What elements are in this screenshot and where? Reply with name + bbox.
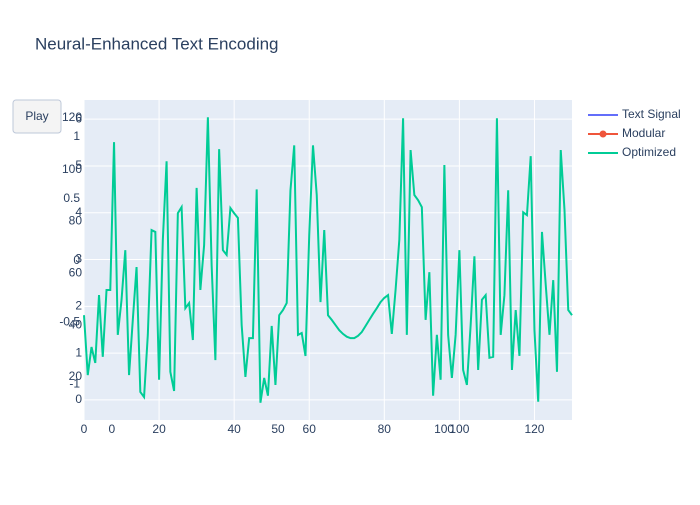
legend-item: Text Signal xyxy=(588,107,681,121)
y3-tick-label: -0.5 xyxy=(59,315,80,329)
y3-tick-label: 0 xyxy=(73,253,80,267)
y2-tick-label: 20 xyxy=(69,369,83,383)
legend-label: Modular xyxy=(622,126,665,140)
x-tick-label: 120 xyxy=(524,422,544,436)
y-tick-label: 5 xyxy=(75,158,82,172)
x-tick-label: 60 xyxy=(303,422,317,436)
legend-label: Text Signal xyxy=(622,107,681,121)
x2-tick-label: 100 xyxy=(434,422,454,436)
legend-marker xyxy=(599,130,607,138)
play-button[interactable]: Play xyxy=(12,99,62,134)
x-tick-label: 100 xyxy=(449,422,469,436)
x-tick-label: 20 xyxy=(152,422,166,436)
y-tick-label: 2 xyxy=(75,298,82,312)
y3-tick-label: 1 xyxy=(73,129,80,143)
y2-tick-label: 100 xyxy=(62,162,82,176)
legend-label: Optimized xyxy=(622,145,676,159)
y3-tick-label: -1 xyxy=(69,376,80,390)
y-tick-label: 4 xyxy=(75,205,82,219)
x-tick-label: 40 xyxy=(227,422,241,436)
series-line xyxy=(83,117,573,403)
y2-tick-label: 80 xyxy=(69,214,83,228)
play-button-box[interactable] xyxy=(12,99,62,134)
y3-tick-label: 0.5 xyxy=(63,191,80,205)
chart-title: Neural-Enhanced Text Encoding xyxy=(35,34,279,53)
legend-item: Optimized xyxy=(588,145,676,159)
y-tick-label: 1 xyxy=(75,345,82,359)
x2-tick-label: 0 xyxy=(109,422,116,436)
legend-item: Modular xyxy=(588,126,665,140)
y-tick-label: 6 xyxy=(75,111,82,125)
x-tick-label: 0 xyxy=(81,422,88,436)
y2-tick-label: 60 xyxy=(69,266,83,280)
y-tick-label: 0 xyxy=(75,392,82,406)
y2-tick-label: 40 xyxy=(69,317,83,331)
x2-tick-label: 50 xyxy=(271,422,285,436)
play-button-label[interactable]: Play xyxy=(25,109,48,123)
y-tick-label: 3 xyxy=(75,252,82,266)
x-tick-label: 80 xyxy=(378,422,392,436)
y2-tick-label: 120 xyxy=(62,110,82,124)
